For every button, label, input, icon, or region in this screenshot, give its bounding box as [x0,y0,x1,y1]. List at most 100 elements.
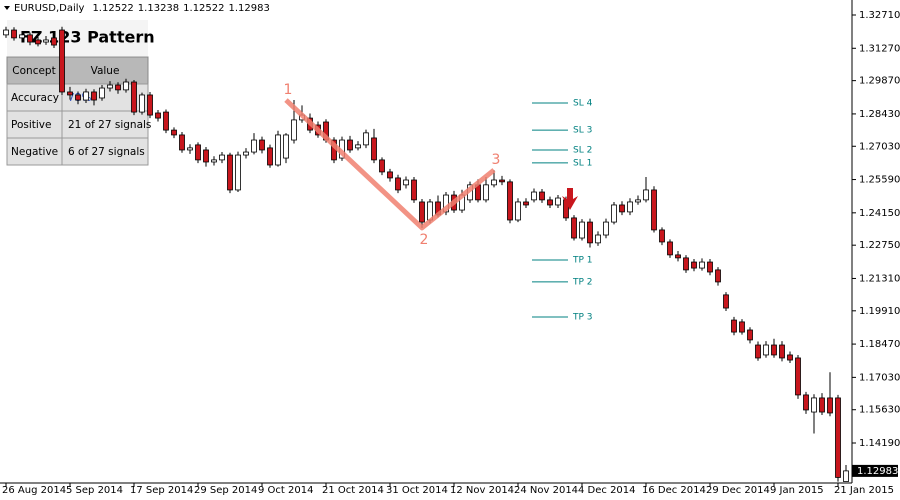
candle-body-up [515,201,521,221]
x-tick-label: 29 Sep 2014 [194,485,257,496]
y-tick-label: 1.19910 [859,306,900,317]
pattern-point-label: 3 [492,152,501,168]
candle-body-down [523,201,529,206]
y-tick-label: 1.29870 [859,76,900,87]
candle-body-down [539,191,545,201]
y-tick-label: 1.28430 [859,109,900,120]
candle-body-down [27,34,33,43]
candle-body-down [115,84,121,91]
cell [61,110,149,139]
candle-body-up [99,87,105,99]
candle-body-down [795,357,801,396]
candle-body-up [555,197,561,206]
y-tick-label: 1.21310 [859,273,900,284]
candle-body-down [267,147,273,166]
pattern-line [284,98,496,231]
candle-body-down [419,201,425,223]
candle-body-up [579,221,585,239]
candle-body-down [619,204,625,213]
candle-body-down [371,137,377,161]
candle-body-down [379,159,385,173]
candle-body-down [739,321,745,333]
cell [61,137,149,166]
candle-body-up [843,470,849,482]
candle-body-down [507,181,513,221]
candle-body-down [827,397,833,414]
candle-body-down [731,319,737,333]
candle-body-down [707,261,713,273]
y-tick-label: 1.25590 [859,175,900,186]
ohlc-value: 1.12983 [229,3,270,14]
candle-body-down [691,261,697,269]
candle-body-down [723,294,729,309]
x-tick-label: 29 Dec 2014 [706,485,770,496]
y-tick-label: 1.27030 [859,141,900,152]
candle-body-up [235,154,241,191]
candle-body-down [571,217,577,239]
level-label: SL 4 [573,99,593,109]
cell-text: Negative [11,146,58,158]
x-tick-label: 21 Jan 2015 [834,485,894,496]
candle-body-down [803,394,809,411]
candle-body-down [163,111,169,131]
x-tick-label: 9 Jan 2015 [770,485,824,496]
candle-body-up [635,199,641,203]
candle-body-up [483,184,489,201]
level-label: TP 2 [572,277,593,287]
candle-body-up [187,147,193,151]
candle-body-down [835,397,841,478]
header-cell [6,56,63,85]
candle-body-down [203,149,209,163]
current-price-box [852,464,898,477]
x-tick-label: 31 Oct 2014 [386,485,448,496]
cell-text: 6 of 27 signals [68,146,145,158]
y-tick-label: 1.15630 [859,405,900,416]
y-tick-label: 1.22750 [859,240,900,251]
y-tick-label: 1.24150 [859,208,900,219]
candle-body-down [59,29,65,93]
candle-body-down [259,139,265,151]
x-tick-label: 17 Sep 2014 [130,485,193,496]
x-tick-label: 24 Nov 2014 [514,485,578,496]
level-label: SL 3 [573,126,592,136]
x-tick-label: 5 Sep 2014 [66,485,123,496]
candle-body-up [699,261,705,269]
candle-body-up [123,81,129,91]
x-tick-label: 16 Dec 2014 [642,485,706,496]
cell-text: Accuracy [11,92,59,104]
candle-body-up [595,234,601,244]
candle-body-down [667,241,673,256]
candle-body-up [43,39,49,43]
candle-body-up [243,151,249,156]
candle-body-down [683,257,689,271]
candle-body-up [355,144,361,149]
x-tick-label: 21 Oct 2014 [322,485,384,496]
current-price-label: 1.12983 [857,466,898,477]
candle-body-up [275,134,281,166]
header-text: Concept [12,65,55,77]
ohlc-value: 1.12522 [92,3,133,14]
candle-body-up [211,159,217,163]
cell-text: Positive [11,119,51,131]
candle-body-up [291,119,297,141]
candle-body-down [787,354,793,361]
candle-body-up [83,91,89,101]
y-tick-label: 1.31270 [859,43,900,54]
candle-body-down [387,171,393,179]
candle-body-down [131,81,137,113]
candle-body-up [139,94,145,113]
candle-body-down [195,144,201,161]
signal-arrow [562,188,578,210]
candle-body-down [179,134,185,151]
candle-body-down [147,94,153,116]
candle-body-down [659,229,665,243]
candle-body-up [3,29,9,36]
x-tick-label: 26 Aug 2014 [2,485,66,496]
candles [3,26,849,482]
level-label: TP 1 [572,255,593,265]
candle-body-down [499,179,505,183]
x-tick-label: 4 Dec 2014 [578,485,636,496]
candle-body-up [531,191,537,201]
candle-body-down [51,37,57,46]
